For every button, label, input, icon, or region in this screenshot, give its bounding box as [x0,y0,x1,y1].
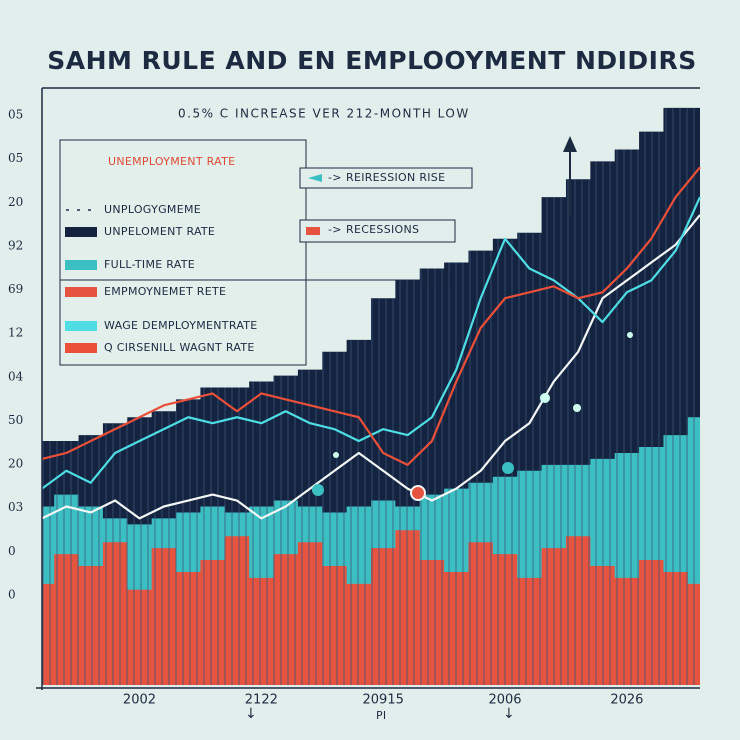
y-tick-label: 0 [8,588,16,602]
decor-dot [312,484,324,496]
annotation: REIRESSION RISE [346,171,445,184]
y-tick-label: 03 [8,500,23,514]
annotation-swatch [306,227,320,235]
decor-dot [333,452,339,458]
x-tick-label: 2122 [245,693,278,708]
decor-dot [573,404,581,412]
annotation: PI [376,709,386,722]
annotation-box [299,219,456,243]
annotation-box [299,167,473,189]
legend-label: FULL-TIME RATE [104,258,195,271]
legend-swatch [65,227,97,237]
y-tick-label: 05 [8,151,23,165]
legend-swatch [65,321,97,331]
arrow-head [563,136,577,152]
legend-box [59,139,307,366]
overlay: 0.5% C INCREASE VER 212-MONTH LOW UNEMPL… [8,87,700,722]
y-tick-label: 20 [8,195,23,209]
legend-label: UNPLOGYGMEME [104,203,201,216]
y-tick-label: 20 [8,457,23,471]
line [41,214,701,520]
legend-swatch [65,260,97,270]
legend-swatch [65,343,97,353]
legend-label: UNPELOMENT RATE [104,225,215,238]
decor-dot [540,393,550,403]
y-tick-label: 0 [8,544,16,558]
decor-dot [627,332,633,338]
decor-dot [502,462,514,474]
y-tick-label: 69 [8,282,23,296]
legend-swatch [65,287,97,297]
annotation-arrow [308,174,322,182]
y-tick-label: 05 [8,108,23,122]
y-tick-label: 50 [8,413,23,427]
y-tick-label: 04 [8,369,24,383]
plot-area [41,107,702,686]
tick-arrow: ↓ [503,706,515,722]
y-tick-label: 12 [8,326,23,340]
legend-label: WAGE DEMPLOYMENTRATE [104,319,258,332]
annotation-marker: -> [328,223,342,236]
line [41,166,701,466]
decor-dot [410,485,426,501]
area-texture [42,530,700,685]
x-tick-label: 2002 [123,693,156,708]
annotation: RECESSIONS [346,223,419,236]
chart-title: SAHM RULE AND EN EMPLOOYMENT NDIDIRS [47,46,697,75]
legend-title: UNEMPLOYMENT RATE [108,155,235,168]
tick-arrow: ↓ [245,706,257,722]
y-tick-label: 92 [8,238,23,252]
legend-label: Q CIRSENILL WAGNT RATE [104,341,255,354]
x-tick-label: 20915 [363,693,404,708]
x-tick-label: 2026 [610,693,643,708]
annotation-marker: -> [328,171,342,184]
subtitle: 0.5% C INCREASE VER 212-MONTH LOW [178,107,470,121]
legend-label: EMPMOYNEMET RETE [104,285,226,298]
x-tick-label: 2006 [488,693,521,708]
